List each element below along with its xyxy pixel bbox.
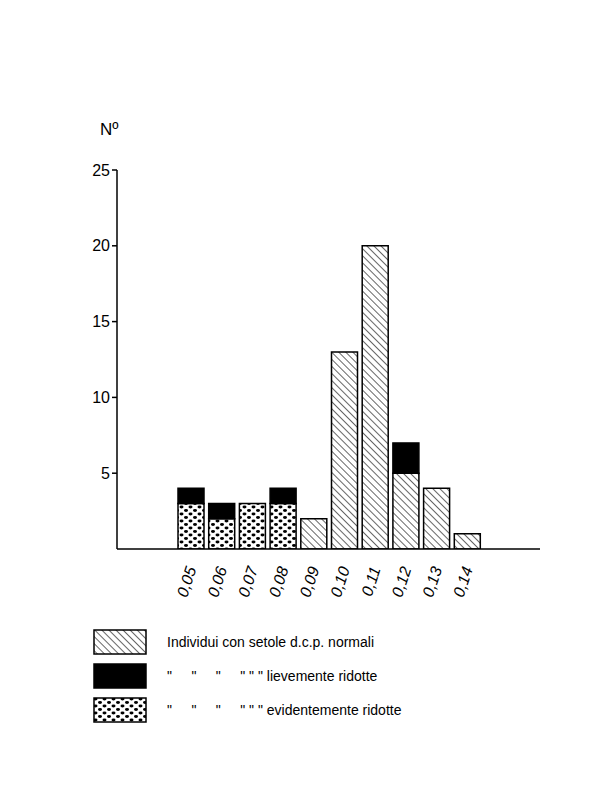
svg-text:0,09: 0,09 — [296, 564, 322, 599]
svg-text:0,14: 0,14 — [450, 564, 476, 599]
svg-text:0,07: 0,07 — [235, 563, 261, 599]
svg-text:0,13: 0,13 — [419, 564, 445, 599]
svg-text:5: 5 — [101, 465, 110, 482]
svg-text:0,12: 0,12 — [389, 564, 415, 599]
html-text:Individui con setole d.c.p. no: Individui con setole d.c.p. normali — [167, 634, 374, 650]
svg-text:0,11: 0,11 — [358, 564, 383, 598]
svg-text:10: 10 — [92, 389, 110, 406]
svg-text:20: 20 — [92, 237, 110, 254]
svg-text:25: 25 — [92, 162, 110, 179]
svg-text:0,08: 0,08 — [266, 564, 292, 599]
svg-text:0,05: 0,05 — [174, 564, 200, 599]
html-text:" " " " " " evidentemente rido: " " " " " " evidentemente ridotte — [167, 702, 402, 718]
html-text:Nº: Nº — [100, 120, 119, 139]
svg-text:0,10: 0,10 — [327, 564, 353, 599]
html-text:" " " " " " lievemente ridotte: " " " " " " lievemente ridotte — [167, 668, 378, 684]
svg-text:15: 15 — [92, 313, 110, 330]
svg-text:0,06: 0,06 — [204, 564, 230, 599]
